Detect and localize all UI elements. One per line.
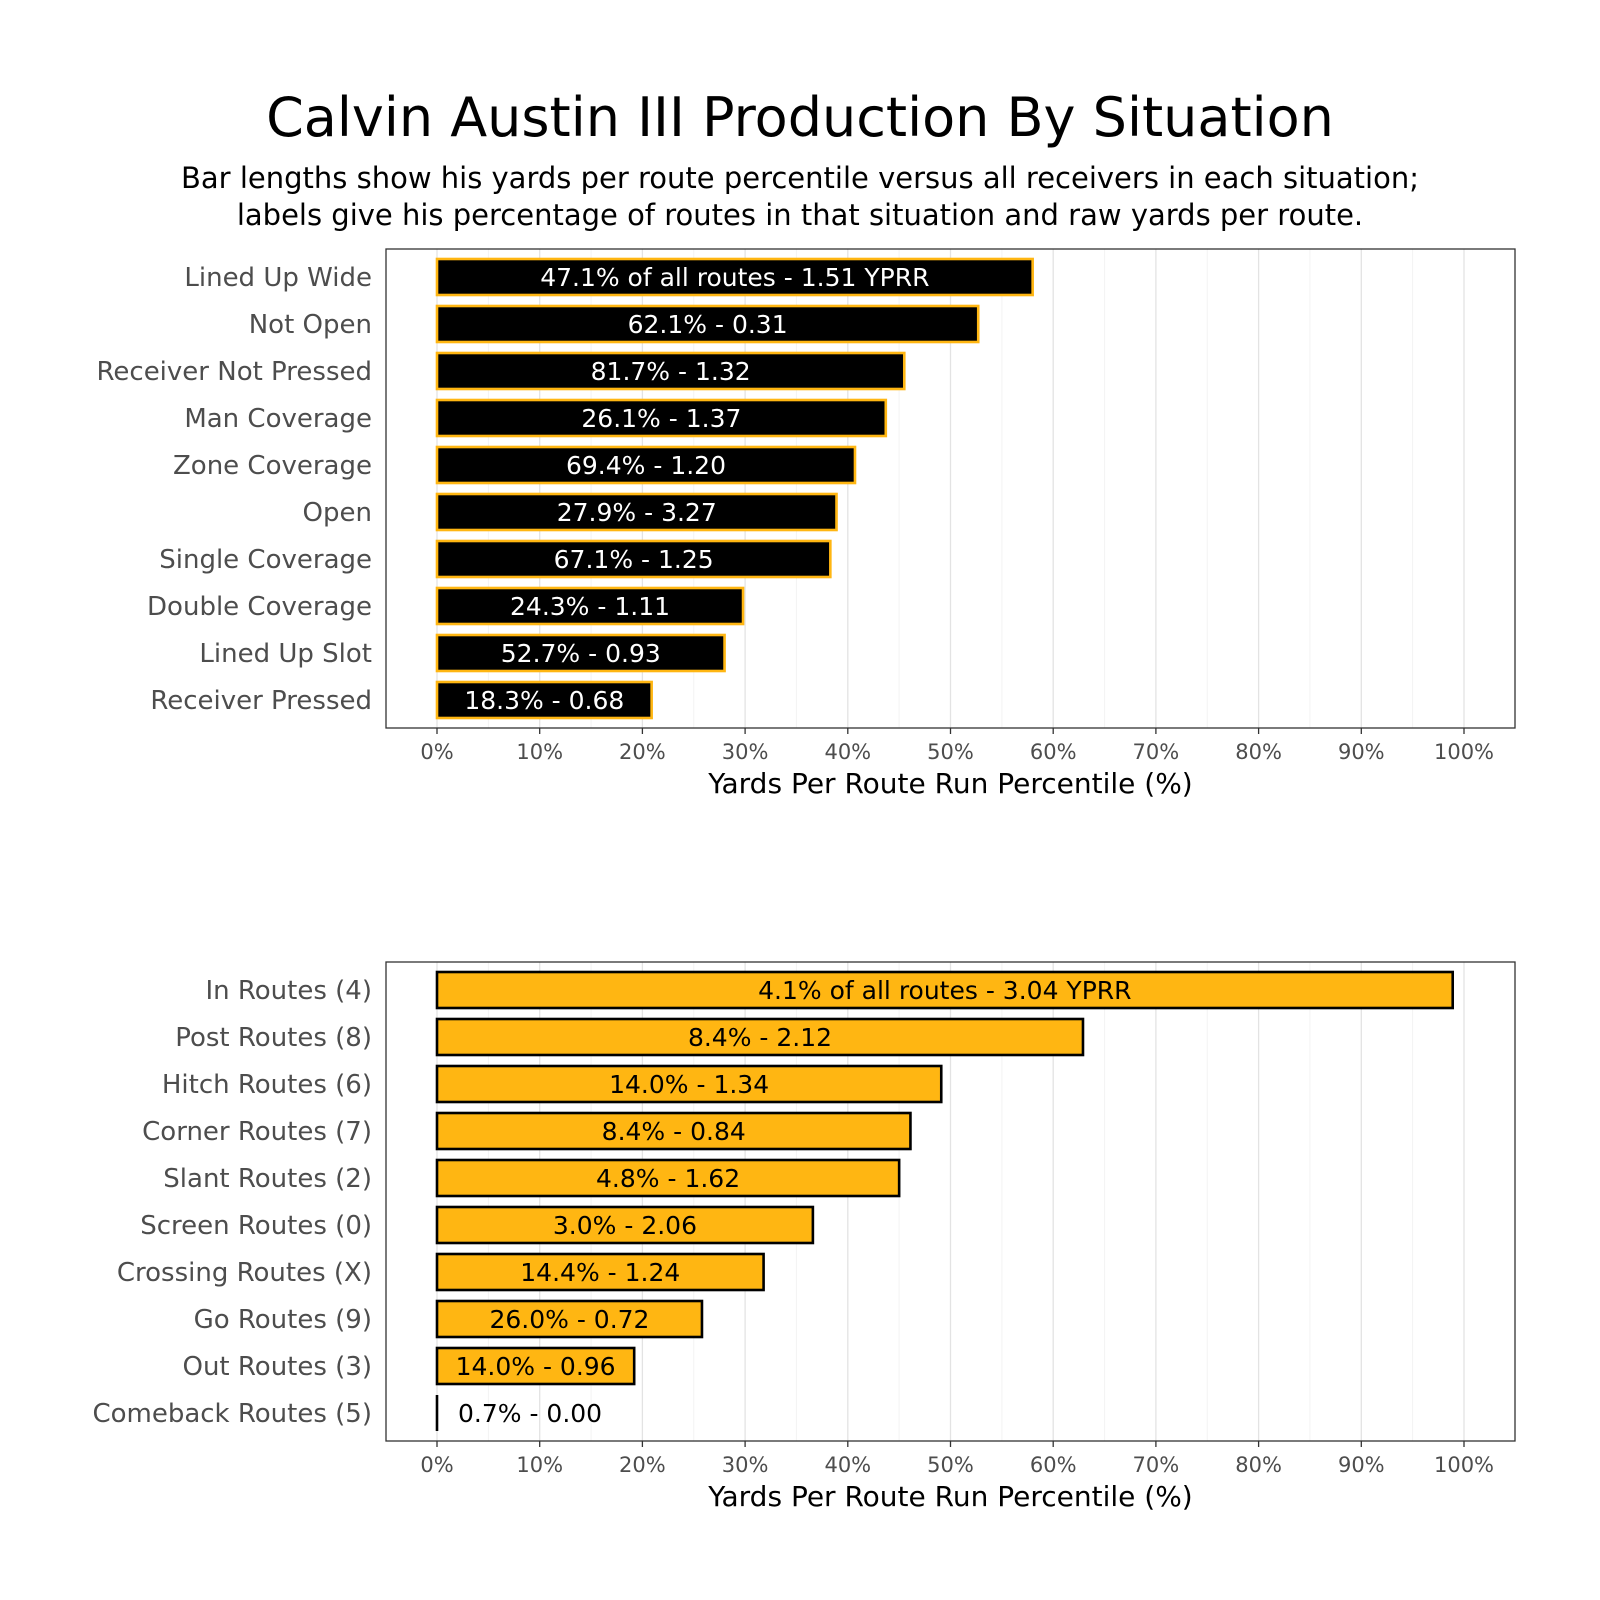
panel-border <box>385 248 1516 729</box>
x-tick-label: 20% <box>619 740 666 764</box>
x-tick-label: 10% <box>516 740 563 764</box>
panel-situations: 0% 10% 20% 30% 40% 50% 60% 70% 80% 90% 100% Lined U… <box>97 248 1516 800</box>
x-tick-label: 30% <box>722 1453 769 1477</box>
bar-data-label: 81.7% - 1.32 <box>591 357 751 386</box>
bar <box>435 586 745 626</box>
bar-data-label: 69.4% - 1.20 <box>566 451 726 480</box>
category-label: Go Routes (9) <box>194 1305 372 1335</box>
category-label: Lined Up Wide <box>184 263 372 293</box>
x-tick-label: 80% <box>1235 740 1282 764</box>
bar <box>435 1017 1085 1057</box>
bar <box>435 304 980 344</box>
chart-subtitle-line-1: Bar lengths show his yards per route per… <box>181 161 1419 195</box>
bar <box>435 398 888 438</box>
bar-data-label: 26.1% - 1.37 <box>581 404 741 433</box>
x-tick-label: 90% <box>1338 1453 1385 1477</box>
bar <box>435 680 653 720</box>
bar <box>435 1158 901 1198</box>
bar <box>435 633 726 673</box>
bar <box>435 1205 815 1245</box>
bar <box>435 1064 943 1104</box>
category-label: Crossing Routes (X) <box>117 1258 372 1288</box>
chart-subtitle-line-2: labels give his percentage of routes in … <box>237 198 1363 232</box>
bar-data-label: 8.4% - 0.84 <box>602 1117 746 1146</box>
category-label: Single Coverage <box>159 545 372 575</box>
category-label: Screen Routes (0) <box>140 1211 372 1241</box>
bar-data-label: 52.7% - 0.93 <box>501 639 661 668</box>
bar <box>435 970 1455 1010</box>
x-tick-label: 0% <box>420 1453 453 1477</box>
x-tick-label: 40% <box>824 740 871 764</box>
bar <box>435 492 838 532</box>
bar <box>435 257 1034 297</box>
category-label: Zone Coverage <box>173 451 372 481</box>
x-tick-label: 100% <box>1434 1453 1494 1477</box>
x-tick-label: 40% <box>824 1453 871 1477</box>
x-tick-label: 10% <box>516 1453 563 1477</box>
bar <box>435 1346 636 1386</box>
category-label: In Routes (4) <box>205 976 372 1006</box>
x-tick-label: 0% <box>420 740 453 764</box>
category-label: Hitch Routes (6) <box>162 1070 372 1100</box>
x-axis-title: Yards Per Route Run Percentile (%) <box>707 1480 1192 1513</box>
category-label: Corner Routes (7) <box>142 1117 372 1147</box>
x-tick-label: 20% <box>619 1453 666 1477</box>
chart-title: Calvin Austin III Production By Situatio… <box>266 86 1334 149</box>
x-tick-label: 30% <box>722 740 769 764</box>
bar-data-label: 14.4% - 1.24 <box>520 1258 680 1287</box>
bar-data-label: 18.3% - 0.68 <box>464 686 624 715</box>
category-label: Not Open <box>249 310 372 340</box>
category-label: Lined Up Slot <box>199 639 372 669</box>
bar-data-label: 26.0% - 0.72 <box>489 1305 649 1334</box>
x-tick-label: 80% <box>1235 1453 1282 1477</box>
category-label: Slant Routes (2) <box>163 1164 372 1194</box>
bar-data-label: 4.8% - 1.62 <box>596 1164 740 1193</box>
bar <box>435 351 906 391</box>
bar-data-label: 24.3% - 1.11 <box>510 592 670 621</box>
category-label: Open <box>303 498 372 528</box>
bar-data-label: 67.1% - 1.25 <box>554 545 714 574</box>
category-label: Post Routes (8) <box>175 1023 372 1053</box>
bar-data-label: 14.0% - 1.34 <box>609 1070 769 1099</box>
x-tick-label: 90% <box>1338 740 1385 764</box>
panel-border <box>385 961 1516 1442</box>
bar <box>435 539 832 579</box>
x-axis-title: Yards Per Route Run Percentile (%) <box>707 767 1192 800</box>
bar <box>435 1252 765 1292</box>
bar-data-label: 14.0% - 0.96 <box>456 1352 616 1381</box>
bar <box>435 1299 704 1339</box>
category-label: Comeback Routes (5) <box>92 1399 372 1429</box>
bar-data-label: 62.1% - 0.31 <box>628 310 788 339</box>
x-tick-label: 70% <box>1133 1453 1180 1477</box>
category-label: Double Coverage <box>147 592 372 622</box>
bar-data-label: 4.1% of all routes - 3.04 YPRR <box>758 976 1131 1005</box>
bar <box>435 1111 912 1151</box>
bar-data-label: 0.7% - 0.00 <box>458 1399 602 1428</box>
x-tick-label: 50% <box>927 740 974 764</box>
category-label: Receiver Pressed <box>150 686 372 716</box>
category-label: Out Routes (3) <box>182 1352 372 1382</box>
bar <box>435 445 857 485</box>
bar-data-label: 47.1% of all routes - 1.51 YPRR <box>540 263 929 292</box>
x-tick-label: 60% <box>1030 1453 1077 1477</box>
panel-routes: 0% 10% 20% 30% 40% 50% 60% 70% 80% 90% 100% In Rout… <box>92 961 1516 1513</box>
x-tick-label: 100% <box>1434 740 1494 764</box>
x-tick-label: 60% <box>1030 740 1077 764</box>
bar-data-label: 3.0% - 2.06 <box>553 1211 697 1240</box>
category-label: Receiver Not Pressed <box>97 357 373 387</box>
x-tick-label: 70% <box>1133 740 1180 764</box>
x-tick-label: 50% <box>927 1453 974 1477</box>
bar-data-label: 27.9% - 3.27 <box>557 498 717 527</box>
category-label: Man Coverage <box>184 404 372 434</box>
bar-data-label: 8.4% - 2.12 <box>688 1023 832 1052</box>
